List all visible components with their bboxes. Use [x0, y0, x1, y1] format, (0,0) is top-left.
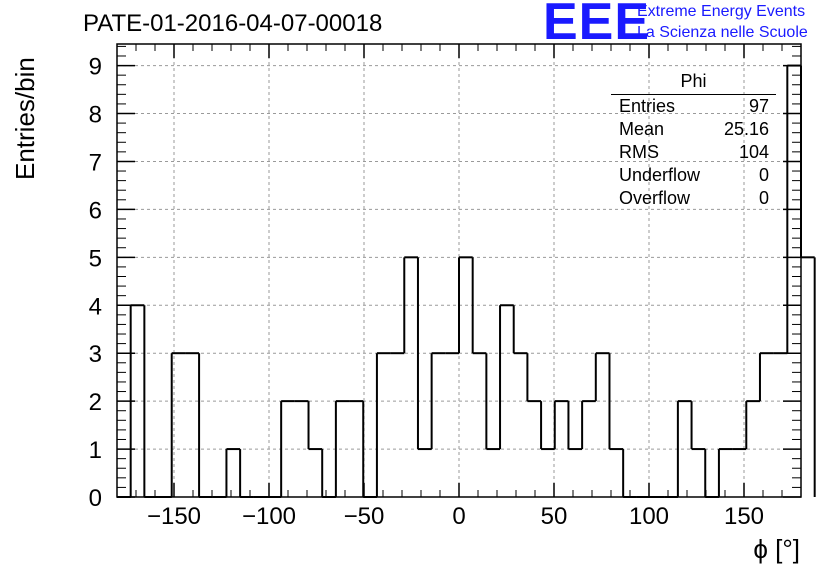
- stats-label: Mean: [619, 119, 665, 139]
- stats-value: 25.16: [723, 119, 769, 139]
- stats-row-mean: Mean 25.16: [611, 118, 776, 141]
- x-tick-label: −150: [147, 503, 201, 530]
- stats-label: RMS: [619, 142, 659, 162]
- stats-label: Overflow: [619, 188, 691, 208]
- y-tick-label: 2: [89, 389, 102, 416]
- y-tick-label: 7: [89, 149, 102, 176]
- y-tick-label: 5: [89, 245, 102, 272]
- stats-row-entries: Entries 97: [611, 95, 776, 118]
- stats-row-underflow: Underflow 0: [611, 164, 776, 187]
- chart-title: PATE-01-2016-04-07-00018: [83, 10, 383, 37]
- y-tick-label: 9: [89, 54, 102, 81]
- stats-label: Entries: [619, 96, 676, 116]
- y-tick-label: 4: [89, 293, 102, 320]
- stats-value: 104: [738, 142, 769, 162]
- stats-row-rms: RMS 104: [611, 141, 776, 164]
- y-tick-label: 8: [89, 102, 102, 129]
- stats-value: 0: [758, 165, 769, 185]
- x-tick-label: 100: [629, 503, 669, 530]
- stats-row-overflow: Overflow 0: [611, 187, 776, 210]
- x-tick-label: −50: [344, 503, 385, 530]
- logo-letters: EEE: [543, 0, 651, 51]
- x-tick-label: 0: [452, 503, 465, 530]
- x-axis-label: ϕ [°]: [753, 534, 800, 564]
- stats-box: Phi Entries 97 Mean 25.16 RMS 104 Underf…: [611, 71, 776, 210]
- y-tick-label: 3: [89, 341, 102, 368]
- x-tick-label: −100: [242, 503, 296, 530]
- x-tick-label: 150: [724, 503, 764, 530]
- y-tick-label: 0: [89, 485, 102, 512]
- stats-value: 97: [748, 96, 769, 116]
- logo-line-1: Extreme Energy Events: [637, 3, 806, 20]
- x-tick-label: 50: [541, 503, 568, 530]
- axis-ticks: [117, 44, 801, 498]
- stats-value: 0: [758, 188, 769, 208]
- stats-title: Phi: [611, 71, 776, 95]
- y-tick-label: 1: [89, 437, 102, 464]
- stats-label: Underflow: [619, 165, 701, 185]
- y-tick-label: 6: [89, 197, 102, 224]
- axis-tick-labels: −150 −100 −50 0 50 100 150 0 1 2 3 4 5 6 7 8 9: [89, 54, 764, 530]
- logo-line-2: La Scienza nelle Scuole: [637, 24, 808, 41]
